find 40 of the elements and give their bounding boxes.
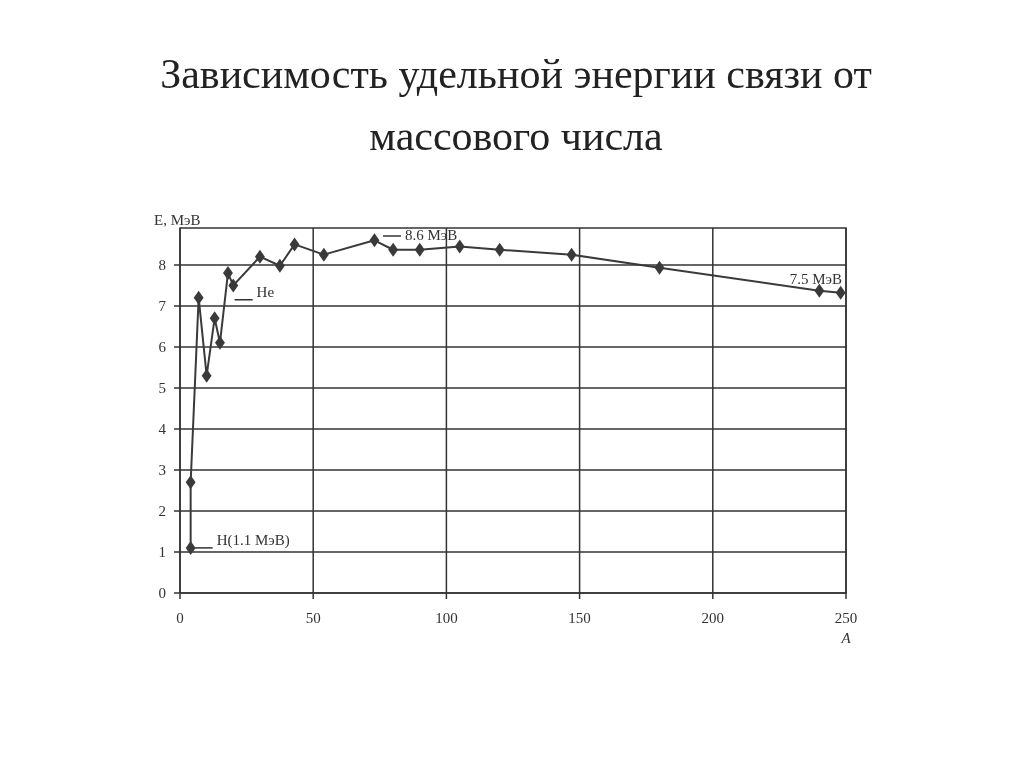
point — [388, 242, 399, 257]
chart-title: Зависимость удельной энергии связи от массового числа — [160, 51, 872, 159]
x-tick-label: 0 — [176, 610, 184, 626]
y-tick-label: 3 — [158, 461, 166, 478]
point — [228, 278, 239, 293]
point — [369, 233, 380, 248]
point — [318, 247, 329, 262]
point — [193, 290, 204, 305]
x-tick-label: 150 — [568, 610, 591, 626]
x-tick-label: 250 — [834, 610, 858, 626]
y-axis-title: E, МэВ — [154, 212, 201, 228]
point — [414, 242, 425, 257]
annotation: 7.5 МэВ — [789, 271, 842, 287]
point — [654, 260, 665, 275]
point — [185, 540, 196, 555]
y-tick-label: 6 — [158, 338, 167, 355]
point — [566, 247, 577, 262]
point — [289, 237, 300, 252]
point — [185, 475, 196, 490]
x-axis-title: A — [840, 630, 852, 646]
point — [274, 258, 285, 273]
point — [835, 285, 846, 300]
point — [454, 239, 465, 254]
y-tick-label: 0 — [158, 585, 166, 601]
x-tick-label: 100 — [435, 610, 458, 626]
y-tick-label: 8 — [158, 256, 166, 273]
x-tick-label: 50 — [305, 610, 321, 626]
y-tick-label: 7 — [158, 297, 167, 314]
y-tick-label: 4 — [158, 420, 167, 437]
point — [209, 311, 220, 326]
x-tick-label: 200 — [701, 610, 725, 626]
point — [814, 283, 825, 298]
annotation: He — [256, 283, 275, 300]
point — [494, 242, 505, 257]
point — [254, 249, 265, 264]
y-tick-label: 5 — [158, 379, 166, 396]
point — [201, 368, 212, 383]
annotation: H(1.1 МэВ) — [216, 531, 290, 549]
y-tick-label: 2 — [158, 502, 166, 519]
y-tick-label: 1 — [158, 543, 166, 560]
